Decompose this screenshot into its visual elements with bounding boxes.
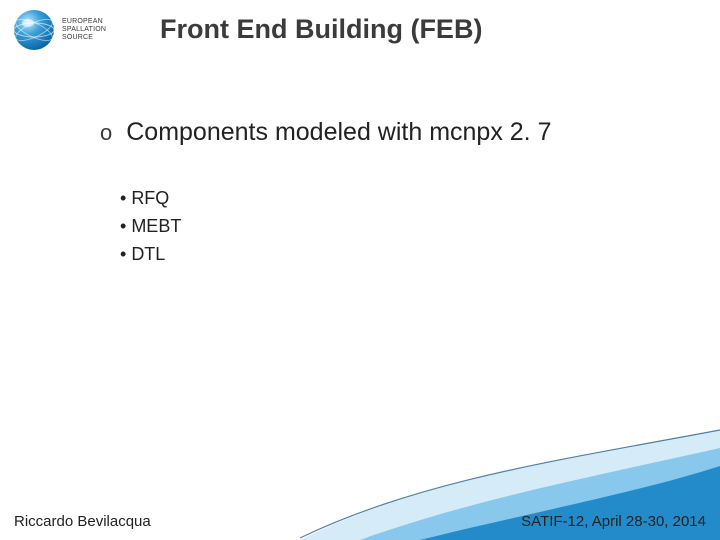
list-item: MEBT [120, 213, 181, 241]
list-item: DTL [120, 241, 181, 269]
subheading: o Components modeled with mcnpx 2. 7 [100, 118, 551, 147]
logo-line3: SOURCE [62, 34, 106, 42]
logo: EUROPEAN SPALLATION SOURCE [12, 8, 106, 52]
footer-event: SATIF-12, April 28-30, 2014 [521, 513, 706, 530]
ess-sphere-icon [12, 8, 56, 52]
list-item: RFQ [120, 185, 181, 213]
logo-text: EUROPEAN SPALLATION SOURCE [62, 18, 106, 41]
subhead-text: Components modeled with mcnpx 2. 7 [126, 118, 551, 147]
footer-author: Riccardo Bevilacqua [14, 513, 151, 530]
subhead-marker: o [100, 120, 112, 146]
page-title: Front End Building (FEB) [160, 14, 482, 45]
bullet-list: RFQ MEBT DTL [120, 185, 181, 269]
slide: EUROPEAN SPALLATION SOURCE Front End Bui… [0, 0, 720, 540]
logo-line1: EUROPEAN [62, 18, 106, 26]
logo-line2: SPALLATION [62, 26, 106, 34]
